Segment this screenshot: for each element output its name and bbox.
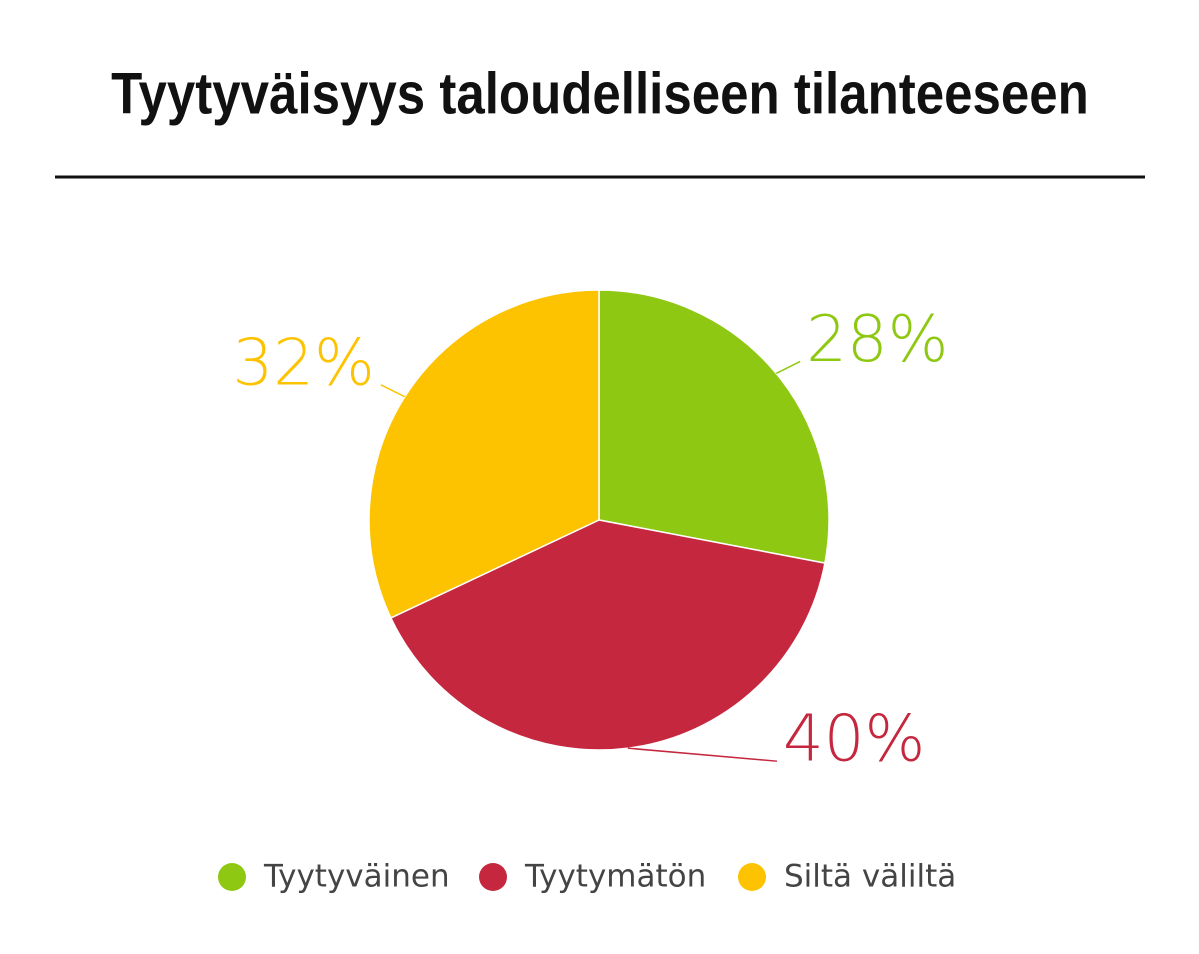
legend-label: Tyytymätön [524,859,706,895]
legend-marker [218,863,246,891]
legend-label: Siltä väliltä [784,859,956,895]
leader-line [775,360,801,375]
pie-slice [389,519,826,751]
leader-line [380,384,406,398]
leader-line [627,747,778,762]
pie-slice [368,289,600,619]
data-label: 32% [233,326,375,400]
data-label: 28% [806,303,948,377]
legend-marker [738,863,766,891]
legend-marker [479,863,507,891]
pie-slice [598,289,830,564]
legend-label: Tyytyväinen [263,859,450,895]
data-label: 40% [783,703,925,777]
chart-title: Tyytyväisyys taloudelliseen tilanteeseen [111,61,1089,126]
